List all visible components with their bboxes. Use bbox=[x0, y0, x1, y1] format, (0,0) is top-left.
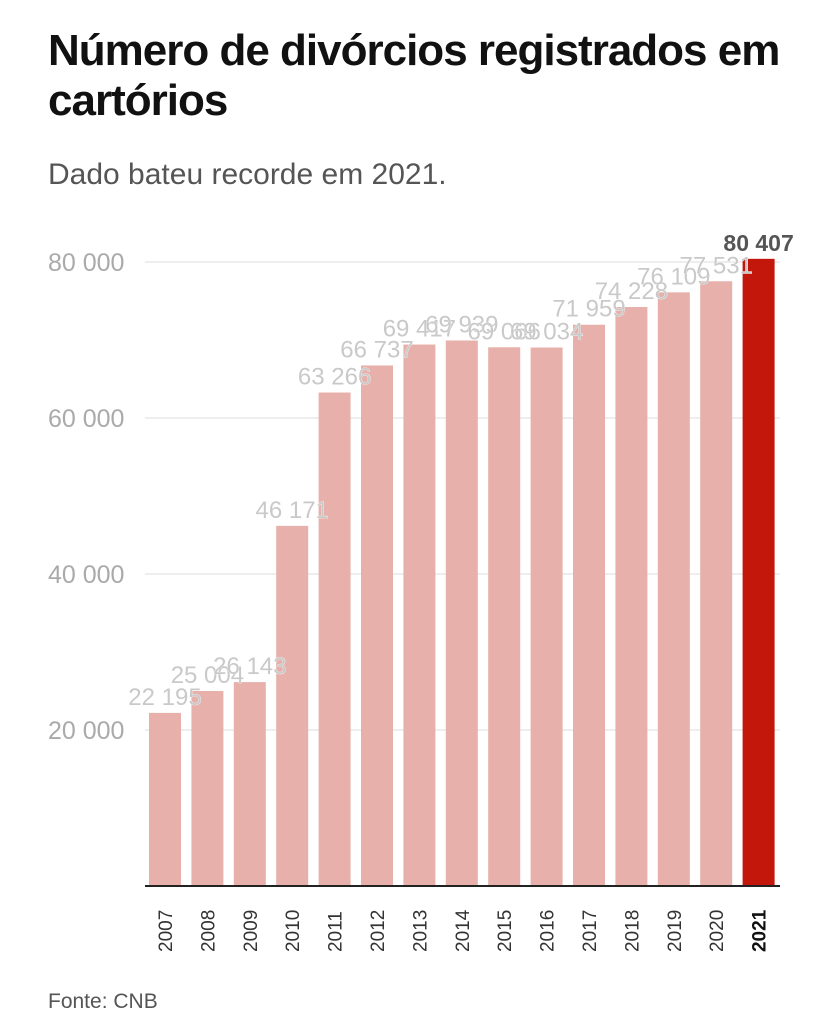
x-tick-label: 2018 bbox=[622, 910, 643, 952]
data-label-2012: 66 737 bbox=[340, 336, 413, 363]
x-tick-label: 2009 bbox=[241, 910, 262, 952]
bar-2007 bbox=[149, 712, 181, 886]
bar-2014 bbox=[445, 340, 478, 886]
y-tick-label: 20 000 bbox=[48, 717, 124, 745]
chart-subtitle: Dado bateu recorde em 2021. bbox=[48, 158, 447, 191]
x-tick-label: 2008 bbox=[198, 910, 219, 952]
bar-2016 bbox=[530, 347, 563, 886]
data-label-2019: 76 109 bbox=[637, 263, 710, 290]
data-label-2010: 46 171 bbox=[255, 497, 328, 524]
x-tick-label: 2020 bbox=[707, 910, 728, 952]
y-tick-label: 80 000 bbox=[48, 249, 124, 277]
x-tick-label: 2017 bbox=[580, 910, 601, 952]
x-tick-label: 2015 bbox=[495, 910, 516, 952]
bar-2012 bbox=[361, 365, 393, 886]
bar-2009 bbox=[233, 682, 266, 886]
data-label-2020: 77 531 bbox=[679, 252, 752, 279]
data-label-2015: 69 066 bbox=[467, 318, 540, 345]
data-label-2021: 80 407 bbox=[723, 230, 793, 256]
data-label-2011: 63 266 bbox=[298, 364, 371, 391]
data-label-2007: 22 195 bbox=[128, 684, 201, 711]
x-tick-label: 2019 bbox=[665, 910, 686, 952]
data-label-2017: 71 959 bbox=[552, 296, 625, 323]
bar-2020 bbox=[700, 281, 733, 887]
bar-2015 bbox=[488, 347, 521, 887]
data-label-2009: 26 143 bbox=[213, 653, 286, 680]
y-tick-label: 60 000 bbox=[48, 405, 124, 433]
bar-2021 bbox=[742, 258, 775, 886]
x-tick-label: 2007 bbox=[156, 910, 177, 952]
x-tick-label: 2021 bbox=[750, 909, 771, 952]
x-tick-label: 2012 bbox=[368, 910, 389, 952]
bar-2008 bbox=[191, 690, 224, 886]
chart-title: Número de divórcios registrados em cartó… bbox=[48, 26, 780, 125]
x-tick-label: 2016 bbox=[538, 910, 559, 952]
bar-2010 bbox=[276, 525, 309, 886]
data-label-2016: 69 034 bbox=[510, 319, 583, 346]
data-label-2008: 25 004 bbox=[171, 662, 244, 689]
y-tick-label: 40 000 bbox=[48, 561, 124, 589]
bar-2019 bbox=[657, 292, 690, 886]
x-tick-label: 2011 bbox=[326, 911, 347, 952]
x-tick-label: 2013 bbox=[410, 910, 431, 952]
bar-2011 bbox=[318, 392, 351, 886]
bar-2018 bbox=[615, 307, 648, 886]
x-tick-label: 2010 bbox=[283, 910, 304, 952]
data-label-2013: 69 417 bbox=[383, 316, 456, 343]
bar-2013 bbox=[403, 344, 436, 887]
x-tick-label: 2014 bbox=[453, 909, 474, 952]
bar-2017 bbox=[573, 324, 605, 886]
data-label-2018: 74 228 bbox=[595, 278, 668, 305]
source-note: Fonte: CNB bbox=[48, 990, 158, 1013]
data-label-2014: 69 939 bbox=[425, 311, 498, 338]
